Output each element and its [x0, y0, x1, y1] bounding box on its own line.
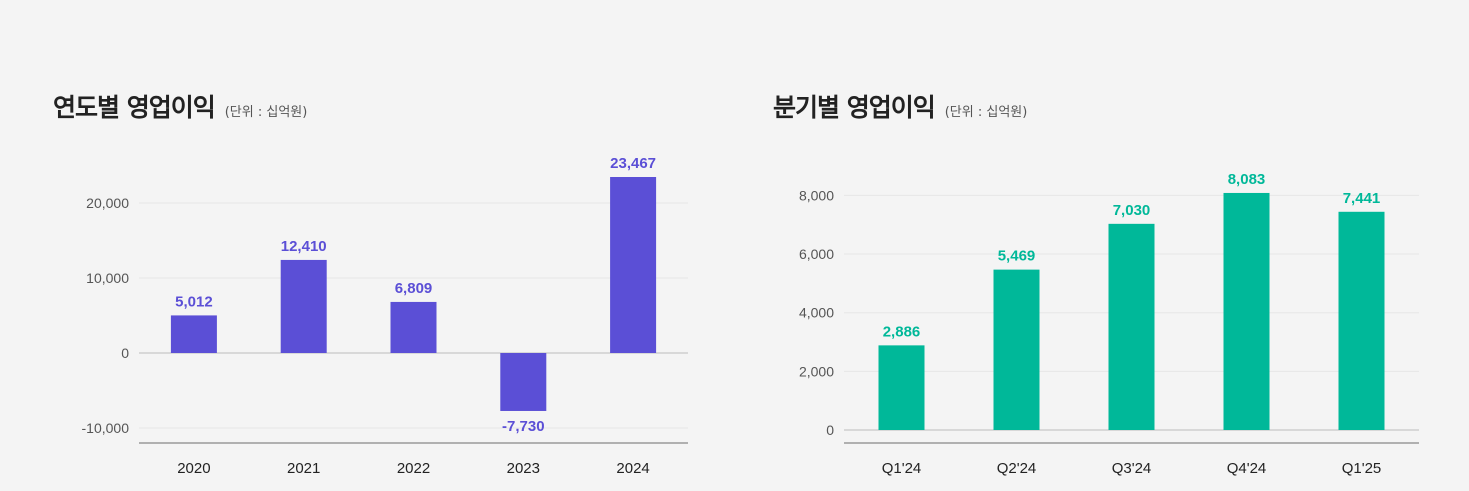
quarterly-operating-profit-panel: 분기별 영업이익 (단위 : 십억원) 0 2,000 4,000 6,000 8,00…	[735, 0, 1469, 491]
data-label: 2,886	[883, 323, 921, 340]
data-label: 5,012	[175, 293, 213, 310]
bar-2024	[610, 176, 657, 353]
data-label: -7,730	[502, 418, 545, 435]
bar-Q1'25	[1338, 211, 1385, 430]
bar-Q1'24	[878, 345, 925, 430]
x-tick-label: 2022	[397, 460, 430, 477]
quarterly-bar-chart: 0 2,000 4,000 6,000 8,000 2,886 Q1'24 5,469 Q2'2…	[799, 171, 1419, 477]
y-tick-label: 10,000	[86, 270, 129, 286]
annual-unit-label: (단위 : 십억원)	[224, 105, 308, 120]
y-tick-label: 0	[826, 422, 834, 438]
data-label: 8,083	[1228, 171, 1266, 188]
x-tick-label: Q1'24	[882, 460, 922, 477]
x-tick-label: 2024	[616, 460, 649, 477]
annual-title-row: 연도별 영업이익 (단위 : 십억원)	[53, 88, 307, 124]
quarterly-chart-title: 분기별 영업이익	[773, 93, 936, 122]
bar-2022	[390, 301, 437, 353]
bar-2020	[170, 315, 217, 353]
y-tick-label: 4,000	[799, 305, 834, 321]
x-tick-label: Q2'24	[997, 460, 1037, 477]
quarterly-unit-label: (단위 : 십억원)	[944, 105, 1028, 120]
data-label: 7,441	[1343, 190, 1381, 207]
data-label: 7,030	[1113, 202, 1151, 219]
data-label: 6,809	[395, 280, 433, 297]
data-label: 5,469	[998, 248, 1036, 265]
x-tick-label: 2021	[287, 460, 320, 477]
data-label: 12,410	[281, 238, 327, 255]
x-tick-label: Q4'24	[1227, 460, 1267, 477]
bar-2021	[280, 259, 327, 353]
y-tick-label: 0	[121, 345, 129, 361]
y-tick-label: 8,000	[799, 187, 834, 203]
bar-Q2'24	[993, 269, 1040, 430]
x-tick-label: Q3'24	[1112, 460, 1152, 477]
annual-chart-title: 연도별 영업이익	[53, 93, 216, 122]
y-tick-label: 20,000	[86, 195, 129, 211]
quarterly-title-row: 분기별 영업이익 (단위 : 십억원)	[773, 88, 1027, 124]
annual-operating-profit-panel: 연도별 영업이익 (단위 : 십억원) -10,000 0 10,000 20,000…	[53, 88, 688, 477]
bar-2023	[500, 353, 547, 411]
annual-bar-chart: -10,000 0 10,000 20,000 5,012 2020 12,410 2021 6…	[82, 155, 688, 477]
x-tick-label: Q1'25	[1342, 460, 1382, 477]
x-tick-label: 2020	[177, 460, 210, 477]
data-label: 23,467	[610, 155, 656, 172]
bar-Q4'24	[1223, 192, 1270, 430]
x-tick-label: 2023	[507, 460, 540, 477]
bar-Q3'24	[1108, 223, 1155, 430]
y-tick-label: -10,000	[82, 420, 130, 436]
y-tick-label: 6,000	[799, 246, 834, 262]
y-tick-label: 2,000	[799, 363, 834, 379]
